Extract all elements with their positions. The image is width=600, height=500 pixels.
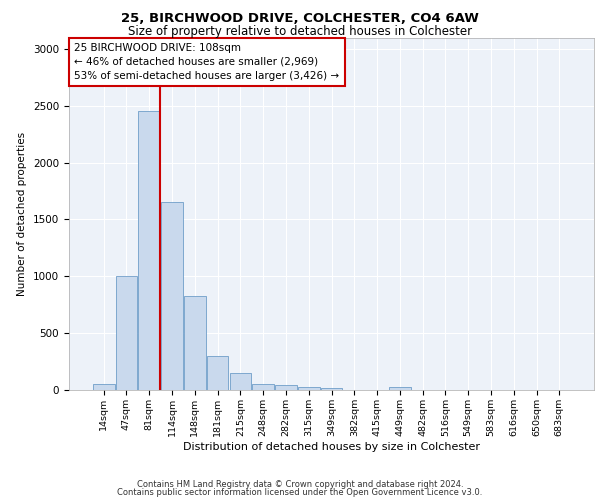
Y-axis label: Number of detached properties: Number of detached properties (17, 132, 28, 296)
Bar (184, 296, 206, 390)
Bar (298, 386, 320, 390)
Bar (161, 202, 183, 390)
Text: Contains HM Land Registry data © Crown copyright and database right 2024.: Contains HM Land Registry data © Crown c… (137, 480, 463, 489)
X-axis label: Distribution of detached houses by size in Colchester: Distribution of detached houses by size … (183, 442, 480, 452)
Text: Size of property relative to detached houses in Colchester: Size of property relative to detached ho… (128, 25, 472, 38)
Text: Contains public sector information licensed under the Open Government Licence v3: Contains public sector information licen… (118, 488, 482, 497)
Bar (230, 373, 251, 390)
Text: 25, BIRCHWOOD DRIVE, COLCHESTER, CO4 6AW: 25, BIRCHWOOD DRIVE, COLCHESTER, CO4 6AW (121, 12, 479, 26)
Bar (253, 384, 274, 390)
Bar (116, 276, 137, 390)
Bar (93, 384, 115, 390)
Bar (207, 356, 229, 390)
Bar (389, 386, 410, 390)
Bar (320, 388, 343, 390)
Bar (139, 112, 160, 390)
Bar (275, 386, 297, 390)
Text: 25 BIRCHWOOD DRIVE: 108sqm
← 46% of detached houses are smaller (2,969)
53% of s: 25 BIRCHWOOD DRIVE: 108sqm ← 46% of deta… (74, 43, 340, 81)
